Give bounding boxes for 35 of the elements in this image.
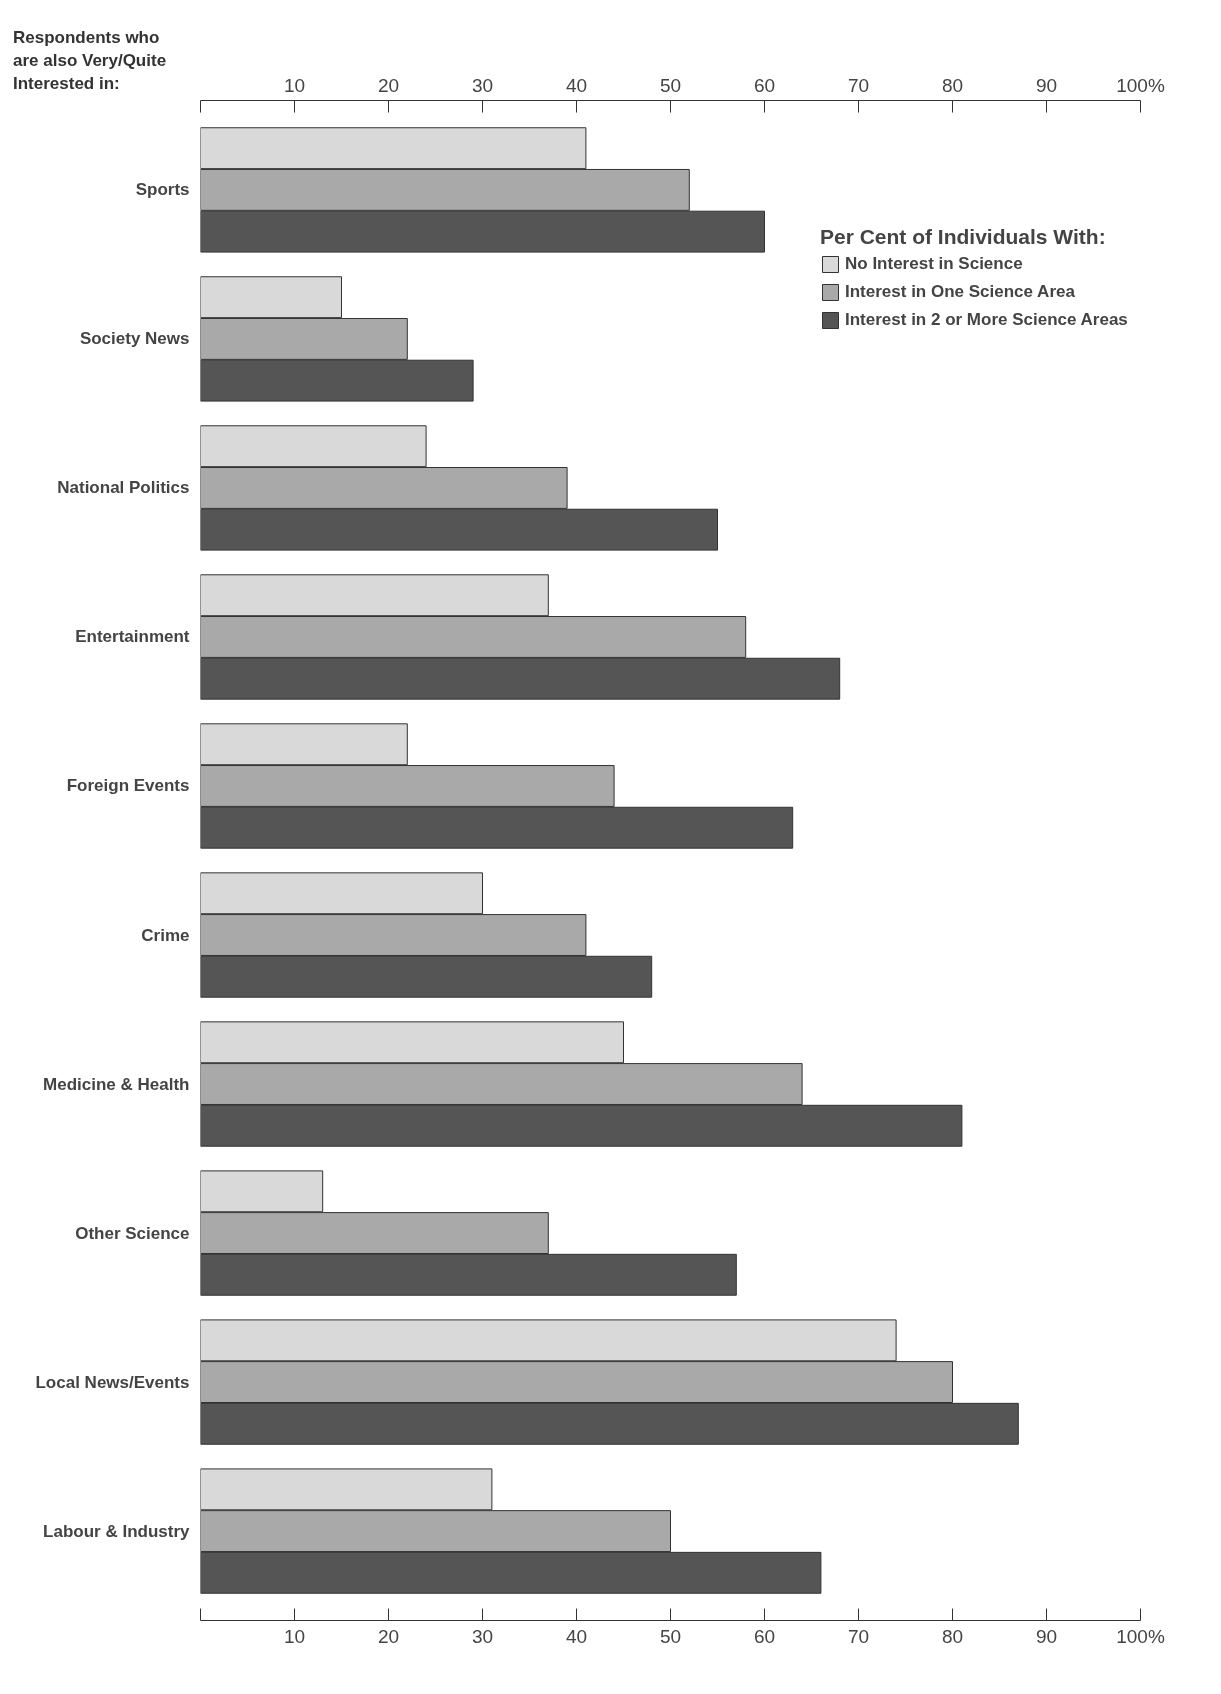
legend-title: Per Cent of Individuals With: [820,225,1107,249]
x2-tick-label: 50 [659,1625,682,1647]
x2-tick-label: 20 [377,1625,400,1647]
y-tick-label: Local News/Events [35,1372,190,1392]
y-tick-label: Crime [141,925,190,945]
y-axis-title: Respondents who are also Very/Quite Interested in: [13,27,167,95]
x2-tick-label: 40 [565,1625,588,1647]
x2-tick-label: 90 [1035,1625,1058,1647]
x-tick-label: 10 [283,74,306,96]
y-tick-label: Sports [135,180,190,200]
legend-label: Interest in One Science Area [845,282,1075,302]
x2-tick-label: 100% [1116,1625,1165,1647]
x2-tick-label: 70 [847,1625,870,1647]
x-tick-label: 20 [377,74,400,96]
x2-tick-label: 80 [941,1625,964,1647]
y-tick-label: National Politics [57,478,190,498]
y-tick-label: Entertainment [75,627,190,647]
x-tick-label: 60 [753,74,776,96]
x-tick-label: 30 [471,74,494,96]
x-tick-label: 40 [565,74,588,96]
y-tick-label: Foreign Events [66,776,190,796]
legend-label: No Interest in Science [845,254,1023,274]
x-tick-label: 80 [941,74,964,96]
x-tick-label: 100% [1116,74,1165,96]
x-tick-label: 90 [1035,74,1058,96]
y-tick-label: Medicine & Health [43,1074,190,1094]
x2-tick-label: 10 [283,1625,306,1647]
x2-tick-label: 30 [471,1625,494,1647]
x-tick-label: 50 [659,74,682,96]
x2-tick-label: 60 [753,1625,776,1647]
x-tick-label: 70 [847,74,870,96]
y-tick-label: Society News [79,329,190,349]
y-tick-label: Labour & Industry [43,1521,191,1541]
legend-label: Interest in 2 or More Science Areas [845,310,1128,330]
y-tick-label: Other Science [75,1223,190,1243]
